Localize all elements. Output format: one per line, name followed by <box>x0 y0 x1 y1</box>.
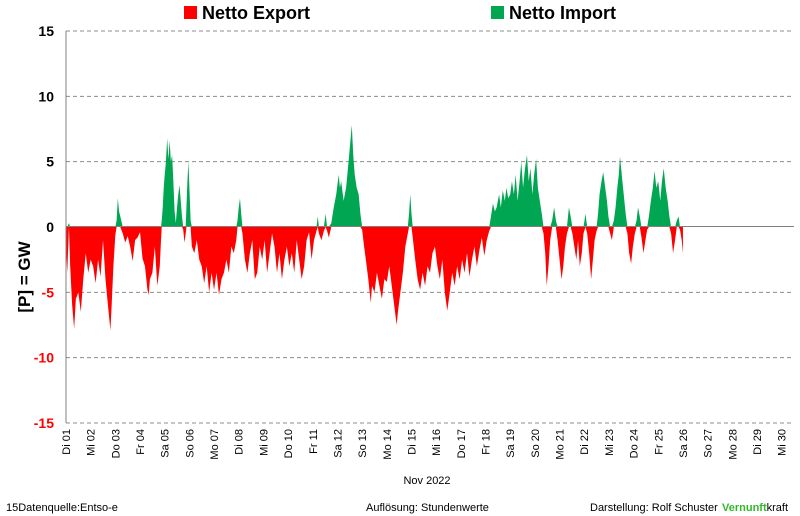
x-tick-label: Fr 04 <box>135 429 147 455</box>
x-tick-label: Mo 14 <box>382 429 394 460</box>
x-tick-label: Mi 30 <box>777 429 789 456</box>
x-tick-label: Do 17 <box>456 429 468 458</box>
x-tick-label: Sa 05 <box>160 429 172 458</box>
brand-kraft: kraft <box>766 502 789 514</box>
footer-resolution: Auflösung: Stundenwerte <box>366 502 489 514</box>
x-tick-label: Mi 23 <box>604 429 616 456</box>
x-tick-label: Fr 11 <box>308 429 320 454</box>
series-netto-export-area <box>66 227 683 331</box>
x-tick-label: Do 24 <box>629 429 641 458</box>
y-tick-label: -5 <box>42 284 55 300</box>
series-netto-import-area <box>66 125 683 227</box>
x-tick-label: So 06 <box>184 429 196 458</box>
x-tick-label: Mi 16 <box>431 429 443 456</box>
plot-area <box>66 125 683 331</box>
x-tick-label: So 20 <box>530 429 542 458</box>
x-tick-label: So 13 <box>357 429 369 458</box>
y-tick-label: -10 <box>34 350 54 366</box>
x-tick-labels: Di 01 Mi 02 Do 03 Fr 04 Sa 05 So 06 Mo 07 Di 08… <box>61 429 789 460</box>
gridlines <box>66 30 794 424</box>
x-tick-label: Di 01 <box>61 429 73 455</box>
y-tick-label: 5 <box>46 154 54 170</box>
x-tick-label: Fr 25 <box>653 429 665 455</box>
x-tick-label: Sa 19 <box>505 429 517 458</box>
x-axis-title: Nov 2022 <box>403 475 450 487</box>
footer-source: 15Datenquelle:Entso-e <box>6 502 118 514</box>
y-axis-title: [P] = GW <box>15 240 34 312</box>
x-tick-label: So 27 <box>703 429 715 458</box>
x-tick-label: Mo 07 <box>209 429 221 460</box>
legend-export-swatch <box>184 6 197 19</box>
x-tick-label: Di 22 <box>579 429 591 455</box>
x-tick-label: Mo 21 <box>555 429 567 460</box>
legend-export-label: Netto Export <box>202 3 310 23</box>
x-tick-label: Sa 12 <box>332 429 344 458</box>
brand-vernunft: Vernunft <box>722 502 767 514</box>
y-tick-label: 15 <box>38 23 54 39</box>
x-tick-label: Mi 02 <box>86 429 98 456</box>
y-tick-labels: 15 10 5 0 -5 -10 -15 <box>34 23 54 431</box>
x-tick-label: Sa 26 <box>678 429 690 458</box>
x-tick-label: Di 29 <box>752 429 764 455</box>
y-tick-label: 0 <box>46 219 54 235</box>
y-tick-label: 10 <box>38 88 54 104</box>
x-tick-label: Do 03 <box>110 429 122 458</box>
x-tick-label: Mi 09 <box>258 429 270 456</box>
legend-import-label: Netto Import <box>509 3 616 23</box>
footer-author: Darstellung: Rolf Schuster <box>590 502 718 514</box>
x-tick-label: Do 10 <box>283 429 295 458</box>
x-tick-label: Fr 18 <box>481 429 493 455</box>
x-tick-label: Mo 28 <box>727 429 739 460</box>
y-tick-label: -15 <box>34 415 54 431</box>
legend-import-swatch <box>491 6 504 19</box>
x-tick-label: Di 08 <box>234 429 246 455</box>
footer-brand: Vernunftkraft <box>722 502 788 514</box>
x-tick-label: Di 15 <box>406 429 418 455</box>
